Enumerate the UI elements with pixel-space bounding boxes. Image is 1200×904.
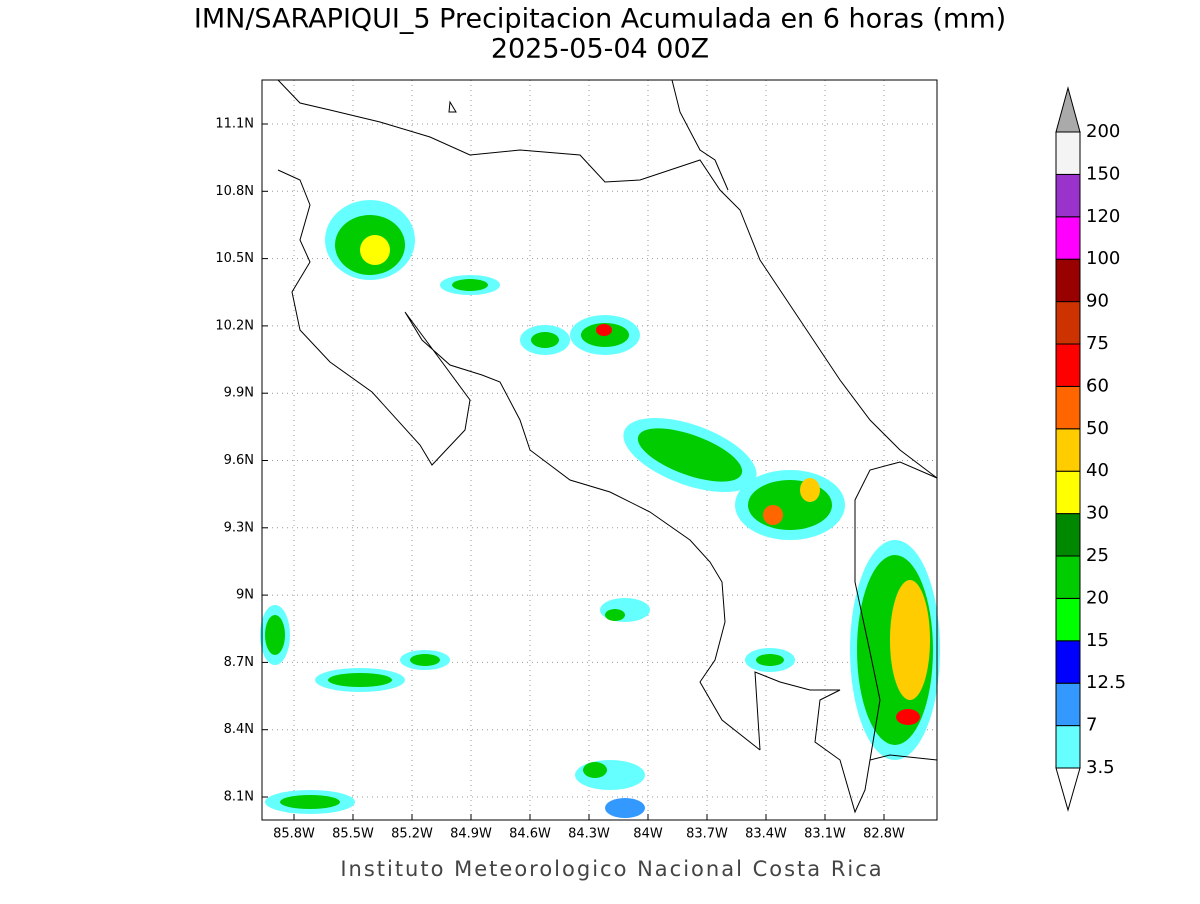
colorbar-segment: [1055, 597, 1081, 642]
lon-tick-label: 82.8W: [863, 827, 905, 842]
lon-tick-label: 85.8W: [273, 827, 315, 842]
lon-tick-label: 85.5W: [332, 827, 374, 842]
colorbar-label: 200: [1086, 121, 1120, 142]
colorbar-segment: [1055, 428, 1081, 472]
colorbar-segment: [1055, 173, 1081, 218]
lat-tick-label: 10.5N: [215, 251, 254, 266]
lat-tick-label: 9.6N: [224, 453, 254, 468]
colorbar-segment: [1055, 640, 1081, 684]
colorbar-label: 7: [1086, 715, 1097, 736]
colorbar-segment: [1055, 258, 1081, 303]
colorbar-below: [1055, 767, 1081, 812]
footer: Instituto Meteorologico Nacional Costa R…: [340, 857, 883, 881]
lon-tick-label: 85.2W: [391, 827, 433, 842]
colorbar-label: 50: [1086, 418, 1109, 439]
lon-tick-label: 84W: [633, 827, 663, 842]
colorbar-label: 75: [1086, 333, 1109, 354]
lat-tick-label: 9.3N: [224, 520, 254, 535]
colorbar-label: 90: [1086, 291, 1109, 312]
colorbar-segment: [1055, 555, 1081, 599]
colorbar-label: 15: [1086, 630, 1109, 651]
lon-tick-label: 83.7W: [686, 827, 728, 842]
coastlines: [277, 79, 938, 814]
precipitation-field: [260, 200, 940, 818]
colorbar-segment: [1055, 343, 1081, 387]
colorbar-label: 100: [1086, 248, 1120, 269]
lat-tick-label: 11.1N: [215, 117, 254, 132]
colorbar-label: 20: [1086, 587, 1109, 608]
colorbar: 3.5 7 12.5 15 20 25 30 40 50 60 75 90 100 120 150 200: [1055, 86, 1126, 812]
colorbar-label: 25: [1086, 545, 1109, 566]
lon-tick-label: 83.4W: [745, 827, 787, 842]
map-frame: [261, 79, 938, 821]
colorbar-segment: [1055, 131, 1081, 175]
colorbar-segment: [1055, 470, 1081, 515]
lat-tick-label: 9.9N: [224, 386, 254, 401]
colorbar-label: 120: [1086, 206, 1120, 227]
colorbar-segment: [1055, 385, 1081, 430]
colorbar-segment: [1055, 301, 1081, 345]
lat-tick-label: 10.2N: [215, 318, 254, 333]
lat-tick-label: 8.4N: [224, 722, 254, 737]
colorbar-label: 30: [1086, 503, 1109, 524]
axes: 85.8W 85.5W 85.2W 84.9W 84.6W 84.3W 84W 83.7W 83…: [215, 117, 905, 842]
subtitle: 2025-05-04 00Z: [491, 34, 709, 65]
lat-tick-label: 8.1N: [224, 790, 254, 805]
grid: [262, 80, 937, 820]
colorbar-segment: [1055, 682, 1081, 727]
colorbar-segment: [1055, 216, 1081, 260]
lon-tick-label: 84.3W: [568, 827, 610, 842]
lon-tick-label: 83.1W: [804, 827, 846, 842]
colorbar-label: 40: [1086, 460, 1109, 481]
colorbar-label: 3.5: [1086, 757, 1115, 778]
colorbar-label: 12.5: [1086, 672, 1126, 693]
colorbar-segment: [1055, 513, 1081, 557]
lon-tick-label: 84.9W: [450, 827, 492, 842]
title: IMN/SARAPIQUI_5 Precipitacion Acumulada …: [194, 4, 1006, 35]
colorbar-segment: [1055, 725, 1081, 769]
colorbar-label: 150: [1086, 163, 1120, 184]
lon-tick-label: 84.6W: [509, 827, 551, 842]
colorbar-above: [1055, 86, 1081, 133]
lat-tick-label: 10.8N: [215, 184, 254, 199]
lat-tick-label: 8.7N: [224, 655, 254, 670]
lat-tick-label: 9N: [236, 588, 254, 603]
colorbar-label: 60: [1086, 375, 1109, 396]
